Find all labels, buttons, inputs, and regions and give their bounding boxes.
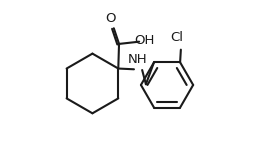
Text: Cl: Cl xyxy=(171,31,184,44)
Text: OH: OH xyxy=(135,35,155,47)
Text: O: O xyxy=(105,12,115,25)
Text: NH: NH xyxy=(128,53,148,66)
